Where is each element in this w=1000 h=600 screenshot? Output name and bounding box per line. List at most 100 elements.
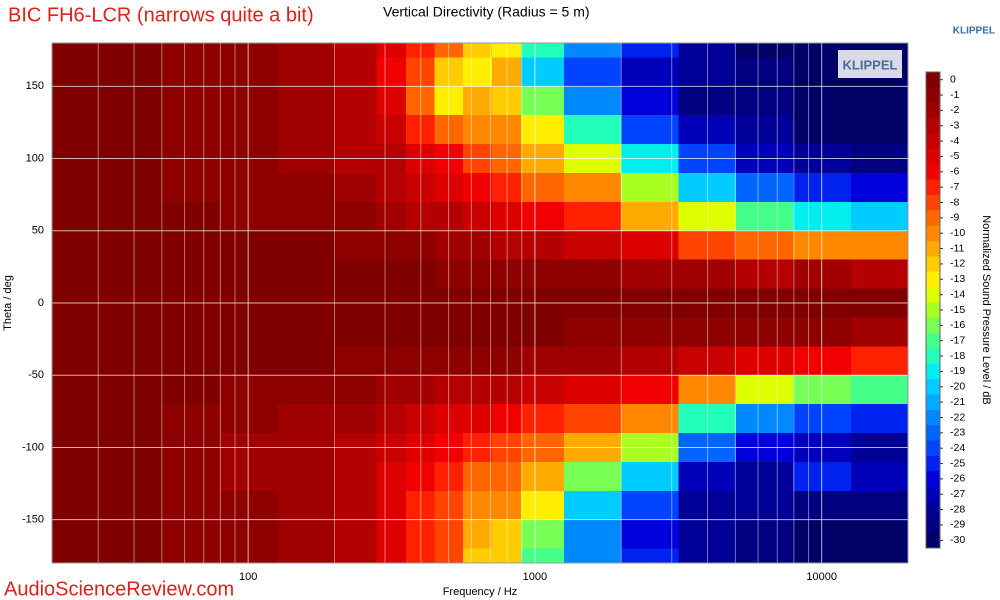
heat-cell [162,115,220,145]
heat-cell [621,346,679,376]
heat-cell [462,230,493,261]
heat-cell [621,115,679,145]
colorbar-tick-label: -18 [950,350,965,362]
heat-cell [334,173,378,203]
colorbar-tick-label: -20 [950,381,965,393]
heat-cell [376,43,407,58]
y-tick-label: -150 [22,514,44,526]
heat-cell [492,115,522,145]
heat-cell [104,201,163,232]
y-tick-label: 150 [26,80,44,92]
heat-cell [735,317,794,347]
heat-cell [492,519,522,550]
heat-cell [850,461,909,492]
heat-cell [376,115,407,145]
heat-cell [405,57,436,87]
heat-cell [462,375,493,405]
heat-cell [850,201,909,232]
heat-cell [277,461,335,492]
heat-cell [405,519,436,550]
heat-cell [52,461,106,492]
heat-cell [735,259,794,290]
heat-cell [434,43,464,58]
heat-cell [405,375,436,405]
heat-cell [521,259,565,290]
heat-cell [564,375,622,405]
heat-cell [405,317,436,347]
heat-cell [621,43,679,58]
heat-cell [621,86,679,116]
heat-cell [52,375,106,405]
heat-cell [678,115,737,145]
heat-cell [492,43,522,58]
heat-cell [564,57,622,87]
heat-cell [521,490,565,521]
heat-cell [334,461,378,492]
colorbar-tick-label: -5 [950,150,959,162]
heat-cell [621,317,679,347]
colorbar-swatch [926,256,940,273]
y-tick-label: -100 [22,441,44,453]
logo: KLIPPEL [843,57,898,72]
heat-cell [678,375,737,405]
heat-cell [621,404,679,434]
heat-cell [104,404,163,434]
heat-cell [104,43,163,58]
heat-cell [521,43,565,58]
x-tick-label: 10000 [806,571,837,583]
heat-cell [162,519,220,550]
colorbar-tick-label: -11 [950,242,965,254]
heat-cell [52,115,106,145]
colorbar-swatch [926,517,940,534]
colorbar-swatch [926,455,940,472]
heat-cell [621,259,679,290]
heat-cell [277,404,335,434]
colorbar-tick-label: -26 [950,473,965,485]
heat-cell [434,173,464,203]
heat-cell [162,86,220,116]
heat-cell [678,230,737,261]
heat-cell [492,548,522,564]
colorbar-swatch [926,286,940,303]
colorbar-tick-label: -7 [950,181,959,193]
heat-cell [434,490,464,521]
heat-cell [521,57,565,87]
heat-cell [104,259,163,290]
heat-cell [405,115,436,145]
heat-cell [376,548,407,564]
heat-cell [434,317,464,347]
heat-cell [405,43,436,58]
heat-cell [277,259,335,290]
heat-cell [735,519,794,550]
heat-cell [434,201,464,232]
chart-title: BIC FH6-LCR (narrows quite a bit) [8,4,314,26]
heat-cell [104,86,163,116]
heat-cell [277,201,335,232]
heat-cell [52,346,106,376]
colorbar-tick-label: -1 [950,89,959,101]
heat-cell [162,57,220,87]
heat-cell [678,201,737,232]
heat-cell [462,173,493,203]
heat-cell [434,375,464,405]
colorbar-swatch [926,486,940,503]
heat-cell [376,490,407,521]
heat-cell [162,317,220,347]
heat-cell [850,86,909,116]
heat-cell [678,404,737,434]
heat-cell [162,404,220,434]
heat-cell [678,259,737,290]
heat-cell [492,317,522,347]
x-axis-label: Frequency / Hz [443,586,518,598]
colorbar-swatch [926,425,940,442]
heat-cell [492,259,522,290]
heat-cell [277,86,335,116]
heat-cell [52,404,106,434]
colorbar-tick-label: -8 [950,196,959,208]
colorbar-tick-label: -3 [950,120,959,132]
heat-cell [492,57,522,87]
heat-cell [52,201,106,232]
heat-cell [434,548,464,564]
heat-cell [334,115,378,145]
heat-cell [334,519,378,550]
